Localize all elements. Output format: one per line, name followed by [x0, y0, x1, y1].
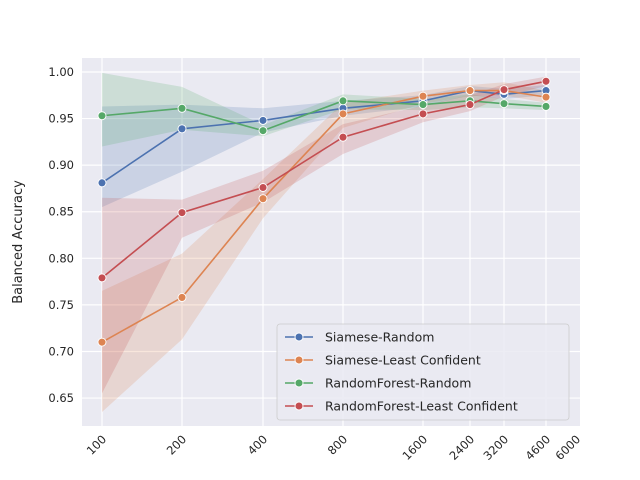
- x-tick-label: 1600: [400, 432, 431, 463]
- confidence-band: [102, 76, 546, 394]
- x-tick-label: 200: [164, 432, 189, 457]
- legend-label: RandomForest-Random: [325, 376, 471, 391]
- series-line: [101, 89, 547, 343]
- y-tick-label: 0.95: [48, 112, 74, 126]
- data-point: [338, 109, 348, 119]
- legend-marker: [294, 355, 304, 365]
- legend-label: Siamese-Random: [325, 330, 434, 345]
- x-axis-ticks: 100 200 400 800 1600 2400 3200 4600 6000: [84, 432, 583, 463]
- legend-entry[interactable]: RandomForest-Least Confident: [285, 399, 518, 414]
- series-line: [101, 100, 547, 132]
- series-lines: [101, 80, 547, 343]
- confidence-bands: [102, 72, 546, 413]
- y-axis-ticks: 0.65 0.70 0.75 0.80 0.85 0.90 0.95 1.00: [48, 65, 74, 405]
- data-point: [97, 273, 107, 283]
- x-tick-label: 6000: [553, 432, 584, 463]
- x-tick-label: 4600: [523, 432, 554, 463]
- data-point: [258, 194, 268, 204]
- data-point: [541, 101, 551, 111]
- data-point: [338, 96, 348, 106]
- y-tick-label: 0.75: [48, 298, 74, 312]
- x-tick-label: 400: [245, 432, 270, 457]
- x-tick-label: 2400: [447, 432, 478, 463]
- series-line: [101, 80, 547, 279]
- data-point: [499, 85, 509, 95]
- legend-label: RandomForest-Least Confident: [325, 399, 518, 414]
- data-point: [465, 100, 475, 110]
- x-tick-label: 3200: [481, 432, 512, 463]
- y-tick-label: 0.80: [48, 251, 74, 265]
- data-point: [418, 91, 428, 101]
- legend-entry[interactable]: RandomForest-Random: [285, 376, 471, 391]
- data-point: [97, 337, 107, 347]
- y-axis-label: Balanced Accuracy: [11, 180, 26, 304]
- confidence-band: [102, 85, 546, 208]
- confidence-band: [102, 82, 546, 413]
- data-point: [499, 99, 509, 109]
- legend-box: [276, 323, 570, 421]
- y-tick-label: 0.70: [48, 344, 74, 358]
- data-point: [541, 76, 551, 86]
- confidence-band: [102, 72, 546, 147]
- data-point: [418, 100, 428, 110]
- legend-marker: [294, 401, 304, 411]
- data-point: [177, 103, 187, 113]
- data-point: [177, 292, 187, 302]
- data-point: [338, 132, 348, 142]
- legend[interactable]: Siamese-Random Siamese-Least Confident Ran…: [276, 323, 570, 421]
- data-point: [258, 126, 268, 136]
- data-point: [177, 124, 187, 134]
- data-point: [541, 92, 551, 102]
- legend-marker: [294, 378, 304, 388]
- series-points: [97, 76, 551, 347]
- data-point: [258, 115, 268, 125]
- legend-marker: [294, 332, 304, 342]
- legend-label: Siamese-Least Confident: [325, 353, 481, 368]
- y-tick-label: 0.90: [48, 158, 74, 172]
- legend-entry[interactable]: Siamese-Random: [285, 330, 434, 345]
- data-point: [177, 208, 187, 218]
- y-tick-label: 1.00: [48, 65, 74, 79]
- data-point: [258, 183, 268, 192]
- data-point: [418, 109, 428, 119]
- y-tick-label: 0.65: [48, 391, 74, 405]
- data-point: [97, 111, 107, 121]
- y-tick-label: 0.85: [48, 205, 74, 219]
- x-tick-label: 100: [84, 432, 109, 457]
- legend-entry[interactable]: Siamese-Least Confident: [285, 353, 481, 368]
- x-tick-label: 800: [325, 432, 350, 457]
- data-point: [97, 178, 107, 188]
- data-point: [465, 86, 475, 96]
